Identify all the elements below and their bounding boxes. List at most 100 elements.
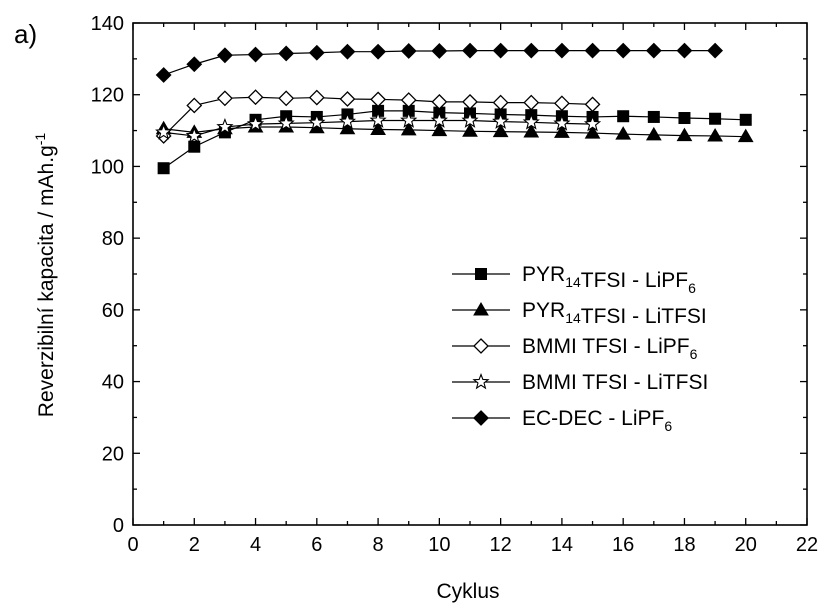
series-2-point — [615, 126, 632, 140]
series-5-point — [370, 43, 387, 60]
series-3-point — [553, 95, 570, 112]
series-5-point — [707, 42, 724, 59]
y-tick-label: 20 — [102, 443, 124, 465]
series-2-point — [492, 123, 509, 138]
series-4-point — [492, 112, 510, 129]
series-5-point — [278, 45, 295, 62]
series-5-point — [462, 42, 478, 59]
series-3-point — [370, 91, 387, 108]
series-2-point — [737, 128, 754, 143]
series-4-point — [246, 115, 265, 132]
series-5-point — [492, 42, 509, 59]
series-2-point — [462, 123, 478, 137]
x-tick-label: 2 — [189, 534, 200, 556]
legend-item-4: BMMI TFSI - LiTFSI — [452, 371, 708, 394]
series-5-point — [186, 56, 203, 73]
x-tick-label: 12 — [490, 534, 512, 556]
x-tick-label: 0 — [127, 534, 138, 556]
legend-marker — [473, 302, 489, 316]
legend-label: PYR14TFSI - LiTFSI — [522, 299, 707, 328]
series-4-point — [430, 111, 448, 128]
series-5-point — [645, 42, 662, 59]
panel-label: a) — [14, 19, 37, 49]
series-3-point — [247, 89, 264, 106]
x-axis-title: Cyklus — [436, 580, 499, 603]
series-5-point — [155, 67, 172, 83]
series-4-point — [522, 113, 540, 130]
x-tick-label: 22 — [796, 534, 818, 556]
series-1 — [157, 104, 752, 175]
legend-label-part: PYR — [522, 299, 565, 322]
series-3-point — [523, 94, 540, 111]
axes: 0 2 4 6 8 10 12 14 16 18 20 22 0 20 40 60 80 100 120 140 — [91, 13, 819, 556]
series-5-point — [400, 43, 417, 59]
series-5-point — [615, 42, 632, 59]
legend-label-subscript: 14 — [565, 274, 581, 290]
legend-label-subscript: 6 — [690, 346, 698, 362]
series-3-point — [216, 90, 233, 107]
x-tick-label: 14 — [551, 534, 573, 556]
series-2-point — [400, 121, 417, 136]
series-5-point — [339, 43, 356, 60]
x-tick-label: 16 — [612, 534, 634, 556]
series-4-point — [553, 114, 571, 131]
series-5-point — [216, 47, 233, 64]
y-tick-label: 40 — [102, 372, 124, 394]
series-layer — [155, 42, 754, 175]
series-1-point — [739, 113, 752, 126]
legend-marker — [473, 410, 489, 426]
series-2-point — [584, 125, 601, 139]
series-5-point — [553, 42, 570, 59]
x-tick-label: 8 — [373, 534, 384, 556]
y-tick-label: 60 — [102, 300, 124, 322]
y-tick-label: 140 — [91, 13, 124, 35]
legend-label: EC-DEC - LiPF6 — [522, 407, 672, 434]
series-5-point — [308, 44, 325, 61]
y-tick-label: 100 — [91, 156, 124, 178]
y-tick-label: 120 — [91, 85, 124, 107]
y-axis-title-main: Reverzibilní kapacita / mAh.g — [35, 145, 58, 417]
series-3-point — [400, 92, 417, 109]
series-2-point — [431, 122, 448, 137]
x-tick-label: 20 — [735, 534, 757, 556]
series-3-point — [492, 94, 509, 111]
legend-item-2: PYR14TFSI - LiTFSI — [452, 299, 707, 328]
legend-marker — [473, 338, 489, 354]
x-tick-label: 18 — [673, 534, 695, 556]
legend-label-part: TFSI - LiTFSI — [581, 305, 707, 328]
legend-item-3: BMMI TFSI - LiPF6 — [452, 335, 698, 362]
series-5 — [155, 42, 724, 83]
y-axis-title: Reverzibilní kapacita / mAh.g-1 — [32, 133, 58, 418]
series-4-point — [583, 115, 602, 132]
legend-marker — [475, 268, 487, 280]
series-3-point — [278, 90, 295, 107]
series-2-point — [339, 120, 356, 135]
series-4-point — [155, 123, 173, 140]
legend-label-part: BMMI TFSI - LiPF — [522, 335, 690, 358]
legend-label: BMMI TFSI - LiPF6 — [522, 335, 698, 362]
series-4-point — [277, 114, 295, 131]
series-5-point — [584, 42, 601, 59]
series-3-point — [308, 89, 325, 106]
x-tick-label: 4 — [250, 534, 261, 556]
series-4-point — [308, 113, 326, 130]
series-2-point — [554, 124, 570, 138]
legend-label: BMMI TFSI - LiTFSI — [522, 371, 708, 394]
y-axis-title-sup: -1 — [32, 133, 48, 146]
legend-label-subscript: 6 — [688, 280, 696, 296]
series-4-point — [185, 126, 203, 144]
series-4-point — [216, 117, 234, 135]
legend-label-part: BMMI TFSI - LiTFSI — [522, 371, 708, 394]
series-5-point — [247, 46, 264, 63]
series-1-point — [709, 112, 722, 125]
series-4-point — [338, 112, 357, 129]
series-1-point — [188, 140, 201, 153]
series-1-point — [157, 162, 170, 175]
legend-marker — [472, 372, 490, 390]
series-3-point — [462, 93, 478, 110]
series-2-point — [676, 127, 693, 142]
series-3-point — [584, 96, 601, 113]
legend-label-part: TFSI - LiPF — [581, 269, 688, 292]
